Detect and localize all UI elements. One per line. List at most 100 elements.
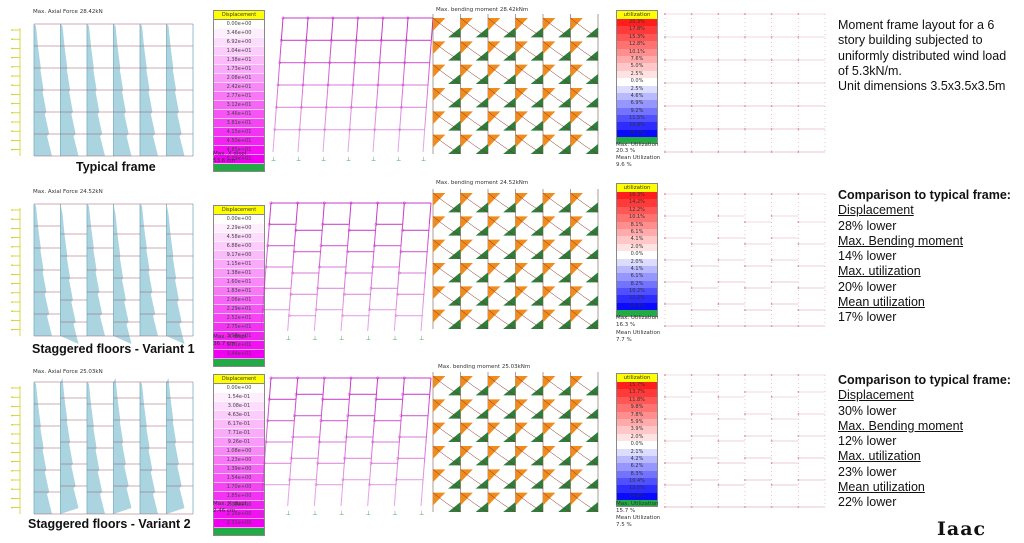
node-marker xyxy=(401,392,405,396)
wind-load-arrow-head xyxy=(11,209,13,211)
node-marker xyxy=(374,105,378,109)
moment-lobe-green xyxy=(503,272,516,283)
moment-curve xyxy=(487,262,516,283)
displaced-column xyxy=(345,245,349,268)
displaced-column xyxy=(317,266,320,289)
moment-lobe-green xyxy=(475,225,488,236)
moment-lobe-green xyxy=(558,455,571,466)
moment-lobe-green xyxy=(448,408,461,419)
moment-lobe-green xyxy=(448,295,461,306)
displaced-column xyxy=(375,84,379,108)
displaced-column xyxy=(297,129,301,153)
support-icon: ⊥ xyxy=(421,156,426,163)
wind-load-arrow-head xyxy=(11,148,13,151)
moment-lobe-orange xyxy=(515,492,528,506)
max-util-label: Max. Utilization xyxy=(616,142,659,148)
node-marker xyxy=(281,16,285,20)
moment-curve xyxy=(570,422,599,443)
comparison-value: 28% lower xyxy=(838,218,897,233)
utilization-node xyxy=(690,265,693,267)
displaced-column xyxy=(343,266,347,289)
moment-lobe-orange xyxy=(543,376,556,389)
moment-curve xyxy=(487,239,516,260)
comparison-value: 30% lower xyxy=(838,403,897,418)
moment-lobe-green xyxy=(503,385,516,396)
moment-lobe-green xyxy=(530,408,543,419)
utilization-value: 0.0% xyxy=(617,441,657,449)
utilization-node xyxy=(797,243,800,245)
moment-lobe-green xyxy=(503,502,516,512)
node-marker xyxy=(371,265,375,269)
max-util-value: 16.3 % xyxy=(616,322,636,328)
max-displ-value: 53.6 cm xyxy=(213,158,236,164)
wind-load-arrow-head xyxy=(11,84,13,86)
wind-load-arrow-head xyxy=(11,121,13,123)
node-marker xyxy=(317,440,321,444)
node-marker xyxy=(371,440,375,444)
displacement-frame-diagram: ⊥ ⊥ ⊥ ⊥ ⊥ ⊥ ⊥ xyxy=(271,16,434,163)
displaced-column xyxy=(267,399,270,421)
node-marker xyxy=(329,38,333,42)
utilization-value: 2.1% xyxy=(617,448,657,456)
utilization-value: 6.1% xyxy=(617,228,657,237)
utilization-value: 7.6% xyxy=(617,55,657,64)
wind-load-arrow-head xyxy=(11,112,13,114)
support-icon: ⊥ xyxy=(392,510,397,517)
moment-curve xyxy=(542,64,571,85)
displaced-column xyxy=(262,288,265,310)
moment-lobe-orange xyxy=(543,263,556,276)
moment-lobe-green xyxy=(475,295,488,306)
utilization-node xyxy=(770,128,773,130)
moment-lobe-orange xyxy=(460,193,473,206)
moment-lobe-orange xyxy=(433,41,446,55)
displacement-frame-diagram: ⊥ ⊥ ⊥ ⊥ ⊥ ⊥ ⊥ xyxy=(259,376,432,517)
node-marker xyxy=(262,461,266,465)
displaced-column xyxy=(393,484,397,507)
moment-lobe-orange xyxy=(515,111,528,125)
utilization-node xyxy=(770,303,773,305)
moment-curve xyxy=(542,262,571,283)
legend-value: 4.85e+01 xyxy=(214,146,264,155)
moment-lobe-orange xyxy=(433,469,446,483)
displaced-column xyxy=(295,202,299,225)
utilization-node xyxy=(797,374,800,376)
moment-lobe-green xyxy=(530,249,543,259)
utilization-node xyxy=(770,193,773,195)
moment-lobe-orange xyxy=(570,18,583,31)
utilization-node xyxy=(770,440,773,442)
utilization-node xyxy=(797,325,800,327)
utilization-node xyxy=(690,36,693,38)
moment-curve xyxy=(487,445,516,466)
moment-curve xyxy=(487,399,516,419)
node-marker xyxy=(303,61,307,65)
moment-curve xyxy=(515,469,544,489)
displaced-column xyxy=(425,420,429,443)
moment-title: Max. bending moment 25.03kNm xyxy=(438,364,531,370)
wind-load-arrow-head xyxy=(11,328,13,331)
displaced-column xyxy=(420,484,424,507)
displaced-column xyxy=(429,40,432,63)
moment-lobe-green xyxy=(475,202,488,213)
node-marker xyxy=(354,38,358,42)
moment-lobe-orange xyxy=(570,239,583,253)
moment-curve xyxy=(570,399,599,419)
utilization-value: 10.1% xyxy=(617,214,657,222)
utilization-node xyxy=(690,287,693,289)
utilization-node xyxy=(664,82,666,84)
node-marker xyxy=(278,61,282,65)
node-marker xyxy=(344,271,348,275)
moment-lobe-green xyxy=(530,50,543,61)
utilization-node xyxy=(690,374,693,376)
displaced-column xyxy=(263,441,267,464)
displaced-column xyxy=(292,245,295,268)
utilization-node xyxy=(664,506,666,508)
moment-lobe-orange xyxy=(488,309,501,323)
mean-util-value: 7.5 % xyxy=(616,522,632,528)
moment-lobe-orange xyxy=(488,422,501,436)
moment-lobe-green xyxy=(475,319,488,329)
wind-load-arrow-head xyxy=(11,319,13,322)
utilization-node xyxy=(797,309,800,311)
description-line: story building subjected to xyxy=(838,33,983,48)
moment-lobe-orange xyxy=(460,216,473,230)
displaced-column xyxy=(373,224,377,246)
